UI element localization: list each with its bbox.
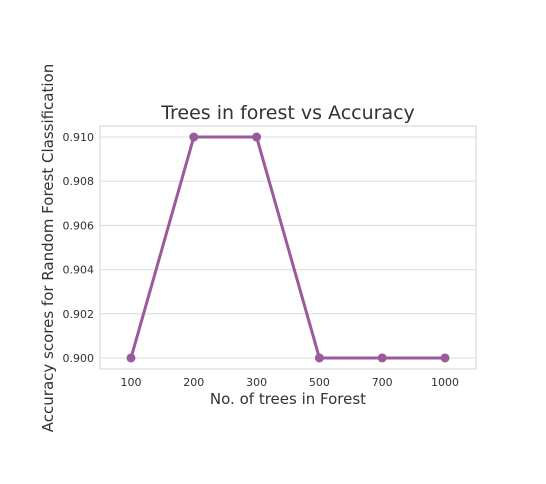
data-point — [189, 132, 199, 142]
x-tick-label: 500 — [309, 376, 330, 389]
x-tick-labels: 100 200 300 500 700 1000 — [121, 376, 460, 389]
y-tick-label: 0.902 — [63, 308, 95, 321]
data-point — [314, 353, 324, 363]
y-tick-labels: 0.900 0.902 0.904 0.906 0.908 0.910 — [63, 131, 95, 365]
x-tick-label: 200 — [183, 376, 204, 389]
y-tick-label: 0.910 — [63, 131, 95, 144]
x-tick-label: 300 — [246, 376, 267, 389]
data-point — [440, 353, 450, 363]
x-tick-label: 1000 — [431, 376, 459, 389]
chart-title: Trees in forest vs Accuracy — [160, 102, 415, 124]
y-tick-label: 0.906 — [63, 219, 95, 232]
y-tick-label: 0.904 — [63, 264, 95, 277]
data-point — [377, 353, 387, 363]
data-point — [252, 132, 262, 142]
series-line — [126, 132, 450, 363]
x-tick-label: 100 — [121, 376, 142, 389]
y-tick-label: 0.908 — [63, 175, 95, 188]
x-axis-label: No. of trees in Forest — [210, 390, 366, 408]
series-polyline — [129, 135, 445, 360]
data-point — [126, 353, 136, 363]
x-tick-label: 700 — [372, 376, 393, 389]
y-tick-label: 0.900 — [63, 352, 95, 365]
y-axis-label: Accuracy scores for Random Forest Classi… — [39, 64, 57, 432]
